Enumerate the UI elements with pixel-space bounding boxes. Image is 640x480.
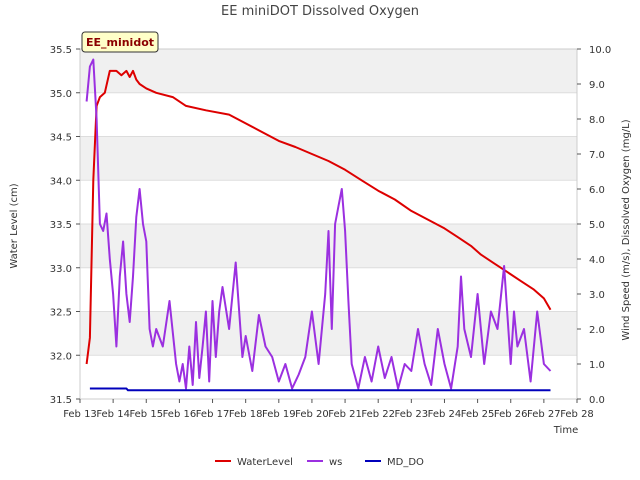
legend: WaterLevel ws MD_DO bbox=[215, 457, 424, 468]
background-bands bbox=[80, 49, 577, 356]
legend-label: MD_DO bbox=[387, 457, 424, 468]
site-badge-label: EE_minidot bbox=[86, 36, 154, 49]
x-tick-label: Feb 23 bbox=[395, 409, 429, 420]
legend-label: ws bbox=[329, 457, 342, 468]
left-tick-label: 33.0 bbox=[50, 264, 72, 275]
right-tick-label: 7.0 bbox=[589, 150, 605, 161]
x-tick-label: Feb 19 bbox=[262, 409, 296, 420]
grid-lines bbox=[80, 48, 577, 400]
background-band bbox=[80, 49, 577, 93]
left-axis-ticks: 31.5 32.0 32.5 33.0 33.5 34.0 34.5 35.0 35.5 bbox=[50, 45, 80, 406]
x-tick-label: Feb 25 bbox=[461, 409, 495, 420]
right-tick-label: 4.0 bbox=[589, 255, 605, 266]
legend-label: WaterLevel bbox=[237, 457, 293, 468]
x-tick-label: Feb 17 bbox=[196, 409, 230, 420]
left-tick-label: 31.5 bbox=[50, 395, 72, 406]
x-tick-label: Feb 28 bbox=[560, 409, 594, 420]
x-tick-label: Feb 22 bbox=[361, 409, 395, 420]
x-tick-label: Feb 24 bbox=[428, 409, 462, 420]
x-tick-label: Feb 21 bbox=[328, 409, 362, 420]
right-tick-label: 9.0 bbox=[589, 80, 605, 91]
left-tick-label: 34.0 bbox=[50, 176, 72, 187]
x-tick-label: Feb 26 bbox=[494, 409, 528, 420]
left-axis-label: Water Level (cm) bbox=[9, 183, 20, 268]
left-tick-label: 32.5 bbox=[50, 308, 72, 319]
right-tick-label: 8.0 bbox=[589, 115, 605, 126]
x-tick-label: Feb 18 bbox=[229, 409, 263, 420]
right-tick-label: 0.0 bbox=[589, 395, 605, 406]
background-band bbox=[80, 136, 577, 181]
x-tick-label: Feb 16 bbox=[163, 409, 197, 420]
right-tick-label: 3.0 bbox=[589, 290, 605, 301]
right-tick-label: 10.0 bbox=[589, 45, 611, 56]
x-tick-label: Feb 13 bbox=[63, 409, 97, 420]
left-tick-label: 35.0 bbox=[50, 89, 72, 100]
series-lines bbox=[85, 58, 552, 392]
site-badge: EE_minidot bbox=[81, 31, 159, 53]
x-tick-label: Feb 27 bbox=[527, 409, 561, 420]
right-tick-label: 2.0 bbox=[589, 325, 605, 336]
right-tick-label: 1.0 bbox=[589, 360, 605, 371]
left-tick-label: 35.5 bbox=[50, 45, 72, 56]
right-tick-label: 6.0 bbox=[589, 185, 605, 196]
x-tick-label: Feb 20 bbox=[295, 409, 329, 420]
left-tick-label: 33.5 bbox=[50, 220, 72, 231]
x-tick-label: Feb 15 bbox=[129, 409, 163, 420]
x-tick-label: Feb 14 bbox=[96, 409, 130, 420]
series-line-md-do bbox=[89, 387, 551, 392]
chart-title: EE miniDOT Dissolved Oxygen bbox=[221, 4, 419, 19]
right-tick-label: 5.0 bbox=[589, 220, 605, 231]
left-tick-label: 32.0 bbox=[50, 351, 72, 362]
right-axis-label: Wind Speed (m/s), Dissolved Oxygen (mg/L… bbox=[621, 119, 632, 340]
x-axis-ticks: Feb 13 Feb 14 Feb 15 Feb 16 Feb 17 Feb 18 Feb … bbox=[63, 399, 594, 420]
series-line-ws bbox=[85, 58, 552, 390]
series-line-waterlevel bbox=[85, 69, 552, 365]
right-axis-ticks: 0.0 1.0 2.0 3.0 4.0 5.0 6.0 7.0 8.0 9.0 10.0 bbox=[577, 45, 611, 406]
left-tick-label: 34.5 bbox=[50, 133, 72, 144]
x-axis-label: Time bbox=[553, 425, 578, 436]
